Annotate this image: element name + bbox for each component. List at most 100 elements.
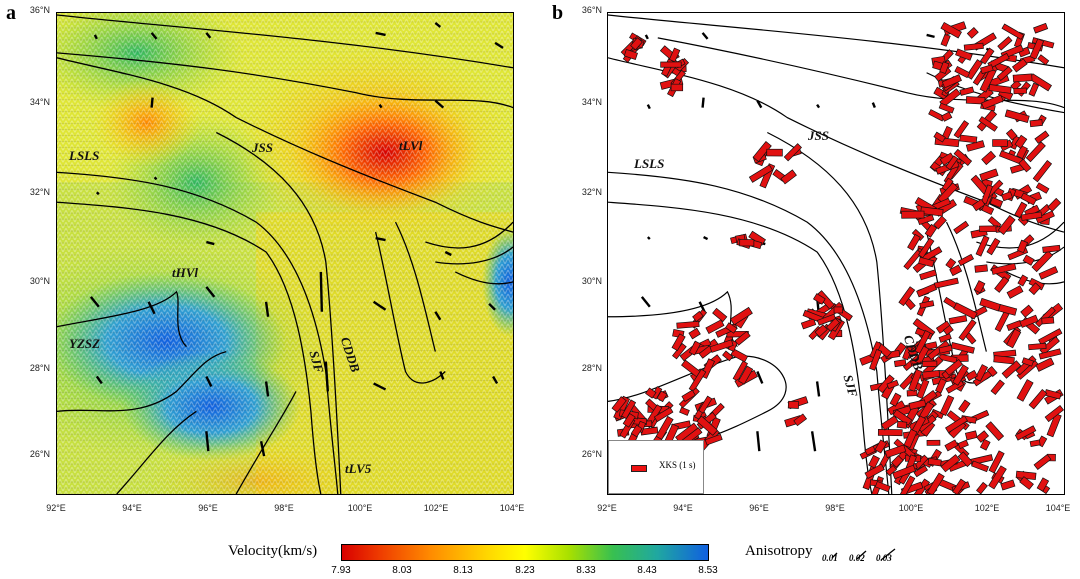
xks-splitting-bar (937, 182, 959, 204)
xks-splitting-bar (688, 368, 707, 392)
xks-splitting-bar (1028, 82, 1040, 97)
xks-splitting-bar (623, 49, 638, 61)
xks-legend: XKS (1 s) (608, 440, 704, 494)
label-tlv5: tLV5 (345, 461, 372, 476)
xks-splitting-bar (927, 457, 942, 467)
xks-splitting-bar (1028, 342, 1047, 351)
anisotropy-scale-2 (851, 546, 881, 574)
xks-splitting-map: JSS LSLS CDDB SJF (607, 12, 1065, 495)
label-jss-b: JSS (808, 128, 829, 143)
xks-splitting-bar (991, 262, 1017, 275)
y-label-34b: 34°N (581, 97, 602, 107)
xks-splitting-bar (645, 387, 657, 399)
xks-splitting-bar (940, 33, 951, 47)
label-tlv4: tLVl (399, 138, 423, 153)
xks-splitting-bar (1046, 413, 1062, 438)
xks-splitting-bar (954, 65, 971, 79)
xks-splitting-bar (945, 257, 957, 270)
xks-splitting-bar (1031, 250, 1054, 273)
anisotropy-scale-1 (824, 546, 854, 574)
xks-splitting-bar (980, 47, 995, 65)
xks-splitting-bar (918, 256, 935, 268)
xks-splitting-bar (880, 415, 899, 431)
anisotropy-title: Anisotropy (745, 543, 813, 559)
xks-splitting-bar (963, 42, 984, 51)
xks-splitting-bar (816, 313, 837, 326)
label-lsls: LSLS (69, 148, 100, 163)
xks-splitting-bar (780, 169, 797, 185)
xks-splitting-bar (1036, 477, 1050, 492)
xks-splitting-bar (884, 444, 907, 459)
xks-splitting-bar (989, 196, 1004, 209)
xks-splitting-bar (752, 140, 772, 163)
xks-splitting-bar (986, 365, 998, 378)
xks-splitting-bar (1038, 348, 1062, 360)
xks-splitting-bar (955, 48, 973, 61)
xks-splitting-bar (918, 237, 935, 259)
xks-splitting-bar (874, 439, 888, 454)
xks-splitting-bar (668, 47, 681, 63)
xks-splitting-bar (986, 237, 1001, 256)
xks-splitting-bar (966, 27, 979, 39)
y-label-28a: 28°N (29, 363, 50, 373)
xks-splitting-bar (994, 276, 1010, 293)
xks-splitting-bar (1021, 357, 1034, 367)
xks-splitting-bar (941, 111, 953, 122)
xks-splitting-bar (1005, 128, 1018, 141)
xks-splitting-bar (1028, 388, 1048, 410)
label-thv1: tHVl (172, 265, 199, 280)
x-label-92a: 92°E (46, 503, 66, 513)
anisotropy-label: 0.03 (876, 553, 892, 563)
xks-splitting-bar (630, 37, 643, 51)
xks-splitting-bar (1035, 210, 1055, 224)
xks-splitting-bar (906, 389, 918, 397)
xks-splitting-bar (1018, 158, 1032, 173)
colorbar-tick: 8.03 (392, 565, 412, 576)
anisotropy-scale-3 (877, 546, 907, 574)
xks-splitting-bar (1006, 285, 1024, 299)
xks-splitting-bar (958, 399, 971, 414)
x-label-96b: 96°E (749, 503, 769, 513)
xks-splitting-bar (833, 306, 843, 314)
colorbar-tick: 8.53 (698, 565, 718, 576)
xks-splitting-bar (975, 235, 990, 257)
xks-splitting-bar (1039, 336, 1060, 355)
xks-splitting-bar (1001, 23, 1025, 40)
xks-splitting-bar (783, 143, 802, 162)
xks-splitting-bar (621, 399, 637, 420)
xks-splitting-bar (869, 349, 883, 371)
xks-splitting-bar (630, 424, 643, 438)
xks-legend-label: XKS (1 s) (659, 460, 696, 470)
y-label-26a: 26°N (29, 449, 50, 459)
xks-splitting-bar (712, 307, 728, 323)
xks-splitting-bar (903, 428, 918, 449)
xks-splitting-bar (709, 339, 734, 353)
velocity-map-canvas (57, 13, 513, 494)
y-label-36b: 36°N (581, 5, 602, 15)
xks-splitting-bar (729, 306, 753, 326)
xks-splitting-bar (1042, 244, 1061, 253)
xks-splitting-bar (976, 481, 988, 494)
xks-splitting-bar (901, 210, 925, 219)
xks-splitting-bar (935, 378, 947, 394)
xks-splitting-bar (730, 348, 749, 363)
x-label-94a: 94°E (122, 503, 142, 513)
xks-splitting-bar (681, 389, 696, 402)
xks-splitting-bar (725, 322, 738, 334)
xks-splitting-bar (997, 215, 1016, 235)
xks-splitting-bar (1012, 73, 1033, 83)
xks-splitting-bar (973, 280, 986, 294)
xks-splitting-bar (1035, 357, 1055, 372)
xks-splitting-bar (939, 61, 950, 75)
xks-splitting-bar (964, 430, 978, 441)
xks-splitting-bar (1019, 476, 1034, 490)
xks-splitting-bar (812, 293, 826, 305)
y-label-34a: 34°N (29, 97, 50, 107)
xks-splitting-bar (981, 204, 995, 216)
xks-splitting-bar (942, 324, 954, 336)
xks-splitting-bar (889, 392, 902, 407)
xks-splitting-bar (874, 481, 891, 493)
x-label-98a: 98°E (274, 503, 294, 513)
xks-splitting-bar (692, 310, 704, 323)
xks-splitting-bar (705, 319, 725, 335)
